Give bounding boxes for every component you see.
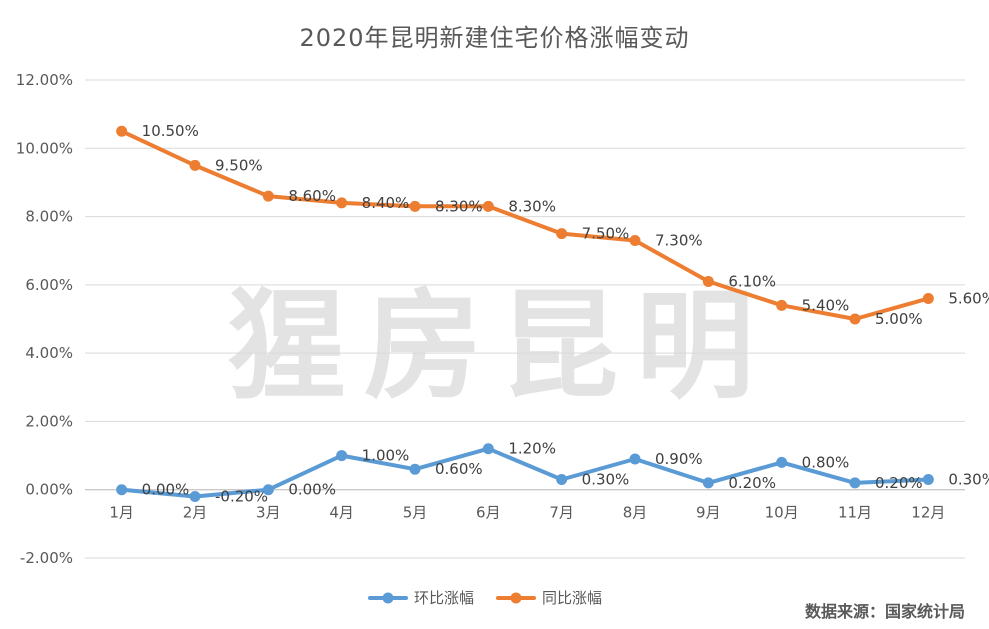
data-point: [262, 190, 274, 202]
data-label: 8.40%: [362, 194, 410, 212]
data-point: [629, 453, 641, 465]
data-label: 1.20%: [508, 440, 556, 458]
data-label: 9.50%: [215, 156, 263, 174]
data-point: [189, 491, 201, 503]
data-point: [556, 473, 568, 485]
data-label: 0.00%: [142, 481, 190, 499]
y-tick-label: 10.00%: [16, 139, 73, 157]
x-tick-label: 12月: [911, 504, 945, 522]
data-point: [482, 443, 494, 455]
data-point: [116, 125, 128, 137]
data-point: [262, 484, 274, 496]
data-point: [849, 313, 861, 325]
chart-title: 2020年昆明新建住宅价格涨幅变动: [299, 24, 690, 52]
x-tick-label: 5月: [403, 504, 428, 522]
data-label: 7.50%: [582, 225, 630, 243]
data-label: 0.30%: [948, 470, 989, 488]
x-tick-label: 1月: [109, 504, 134, 522]
data-label: 5.40%: [802, 296, 850, 314]
data-point: [336, 197, 348, 209]
data-label: 0.60%: [435, 460, 483, 478]
data-point: [336, 450, 348, 462]
data-point: [482, 200, 494, 212]
x-tick-label: 3月: [256, 504, 281, 522]
y-tick-label: 12.00%: [16, 71, 73, 89]
data-point: [922, 473, 934, 485]
x-tick-label: 8月: [623, 504, 648, 522]
data-point: [409, 463, 421, 475]
x-tick-label: 4月: [329, 504, 354, 522]
data-point: [189, 159, 201, 171]
data-point: [629, 234, 641, 246]
y-tick-label: 8.00%: [25, 208, 73, 226]
x-tick-label: 9月: [696, 504, 721, 522]
data-label: 5.00%: [875, 310, 923, 328]
y-tick-label: -2.00%: [20, 549, 73, 567]
data-label: 0.00%: [288, 481, 336, 499]
y-tick-label: 4.00%: [25, 344, 73, 362]
x-tick-label: 7月: [549, 504, 574, 522]
data-point: [556, 228, 568, 240]
legend-marker-1: [382, 592, 394, 604]
data-point: [702, 275, 714, 287]
data-point: [116, 484, 128, 496]
data-label: 1.00%: [362, 447, 410, 465]
data-point: [922, 293, 934, 305]
data-label: 0.90%: [655, 450, 703, 468]
y-tick-label: 6.00%: [25, 276, 73, 294]
watermark: 猩房昆明: [227, 277, 772, 415]
data-point: [409, 200, 421, 212]
data-label: 0.80%: [802, 453, 850, 471]
x-tick-label: 6月: [476, 504, 501, 522]
data-label: 0.20%: [728, 474, 776, 492]
data-point: [776, 299, 788, 311]
data-label: 8.60%: [288, 187, 336, 205]
series-line-2: [119, 129, 931, 321]
data-point: [849, 477, 861, 489]
data-label: 10.50%: [142, 122, 199, 140]
x-tick-label: 2月: [183, 504, 208, 522]
y-tick-label: 2.00%: [25, 412, 73, 430]
data-label: 0.30%: [582, 470, 630, 488]
data-point: [776, 456, 788, 468]
legend-label-2: 同比涨幅: [542, 589, 602, 607]
data-label: 7.30%: [655, 231, 703, 249]
data-label: 8.30%: [508, 197, 556, 215]
x-tick-label: 10月: [765, 504, 799, 522]
legend-label-1: 环比涨幅: [414, 589, 474, 607]
source-note: 数据来源：国家统计局: [804, 602, 965, 621]
data-point: [702, 477, 714, 489]
data-label: 5.60%: [948, 290, 989, 308]
x-tick-label: 11月: [838, 504, 872, 522]
data-label: 8.30%: [435, 197, 483, 215]
data-label: 6.10%: [728, 272, 776, 290]
data-label: -0.20%: [215, 488, 268, 506]
legend-marker-2: [510, 592, 522, 604]
data-label: 0.20%: [875, 474, 923, 492]
y-tick-label: 0.00%: [25, 481, 73, 499]
series-line-1: [119, 446, 931, 499]
